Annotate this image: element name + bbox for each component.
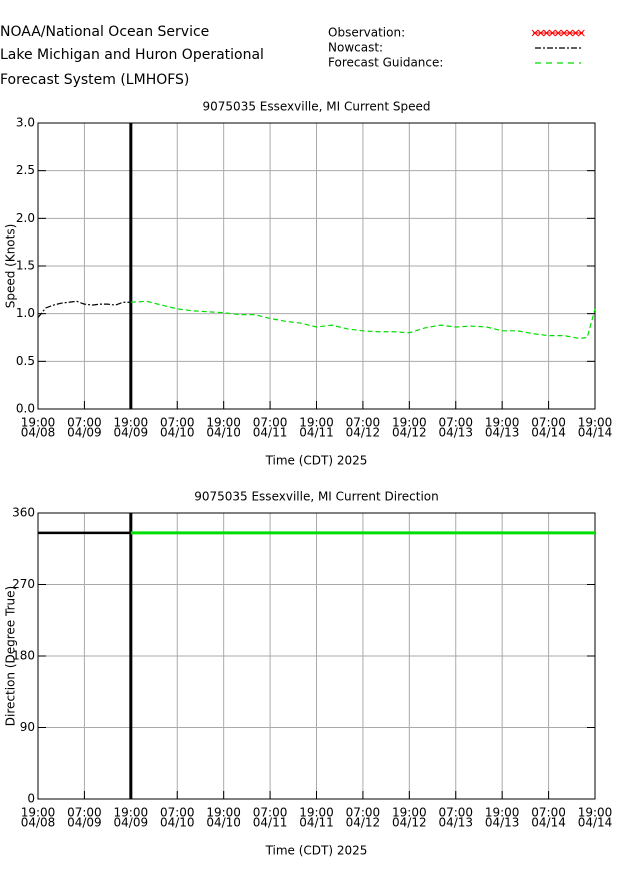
x-tick-label: 19:00 bbox=[578, 806, 613, 820]
x-tick-label: 19:00 bbox=[206, 806, 241, 820]
legend-marker bbox=[578, 29, 585, 37]
x-tick-label: 19:00 bbox=[206, 416, 241, 430]
x-tick-label: 04/12 bbox=[346, 426, 381, 440]
x-tick-label: 04/08 bbox=[21, 816, 56, 830]
x-tick-label: 04/10 bbox=[160, 816, 195, 830]
x-tick-label: 04/09 bbox=[67, 426, 102, 440]
legend-marker bbox=[531, 29, 539, 37]
legend-marker bbox=[543, 29, 550, 37]
y-tick-label: 1.5 bbox=[16, 259, 35, 273]
x-axis-label: Time (CDT) 2025 bbox=[265, 844, 368, 858]
x-tick-label: 19:00 bbox=[392, 416, 427, 430]
y-tick-label: 90 bbox=[20, 720, 35, 734]
x-tick-label: 07:00 bbox=[160, 416, 195, 430]
x-tick-label: 07:00 bbox=[67, 416, 102, 430]
legend-label: Observation: bbox=[328, 26, 405, 40]
x-tick-label: 19:00 bbox=[114, 416, 149, 430]
x-tick-label: 04/12 bbox=[392, 426, 427, 440]
x-axis-label: Time (CDT) 2025 bbox=[265, 454, 368, 468]
chart-title: 9075035 Essexville, MI Current Speed bbox=[203, 100, 431, 114]
x-tick-label: 19:00 bbox=[578, 416, 613, 430]
legend-marker bbox=[549, 29, 556, 37]
plot-frame bbox=[37, 122, 596, 410]
x-tick-label: 07:00 bbox=[438, 806, 473, 820]
x-tick-label: 19:00 bbox=[114, 806, 149, 820]
x-tick-label: 07:00 bbox=[67, 806, 102, 820]
x-tick-label: 04/13 bbox=[485, 426, 520, 440]
y-tick-label: 1.0 bbox=[16, 306, 35, 320]
x-tick-label: 04/11 bbox=[299, 816, 334, 830]
x-tick-label: 19:00 bbox=[485, 416, 520, 430]
chart-title: 9075035 Essexville, MI Current Direction bbox=[194, 490, 439, 504]
y-tick-label: 180 bbox=[12, 649, 35, 663]
legend-label: Forecast Guidance: bbox=[328, 56, 443, 70]
y-tick-label: 0 bbox=[27, 792, 35, 806]
legend-marker bbox=[537, 29, 545, 37]
x-tick-label: 07:00 bbox=[346, 806, 381, 820]
y-axis-label: Speed (Knots) bbox=[4, 224, 18, 309]
y-axis-label: Direction (Degree True) bbox=[4, 586, 18, 726]
x-tick-label: 19:00 bbox=[485, 806, 520, 820]
x-tick-label: 19:00 bbox=[299, 806, 334, 820]
y-tick-label: 2.5 bbox=[16, 163, 35, 177]
data-line bbox=[37, 300, 131, 318]
x-tick-label: 07:00 bbox=[160, 806, 195, 820]
x-tick-label: 04/13 bbox=[438, 816, 473, 830]
y-tick-label: 360 bbox=[12, 506, 35, 520]
x-tick-label: 04/09 bbox=[114, 426, 149, 440]
x-tick-label: 19:00 bbox=[21, 806, 56, 820]
x-tick-label: 07:00 bbox=[253, 416, 288, 430]
x-tick-label: 04/11 bbox=[253, 426, 288, 440]
x-tick-label: 04/09 bbox=[114, 816, 149, 830]
x-tick-label: 19:00 bbox=[392, 806, 427, 820]
y-tick-label: 2.0 bbox=[16, 211, 35, 225]
data-line bbox=[130, 300, 596, 340]
x-tick-label: 04/11 bbox=[253, 816, 288, 830]
y-tick-label: 0.5 bbox=[16, 354, 35, 368]
y-tick-label: 270 bbox=[12, 577, 35, 591]
header-line: Lake Michigan and Huron Operational bbox=[0, 47, 264, 63]
y-tick-label: 0.0 bbox=[16, 402, 35, 416]
x-tick-label: 04/08 bbox=[21, 426, 56, 440]
x-tick-label: 04/13 bbox=[485, 816, 520, 830]
x-tick-label: 04/12 bbox=[392, 816, 427, 830]
x-tick-label: 07:00 bbox=[438, 416, 473, 430]
legend-marker bbox=[554, 29, 562, 37]
header-line: NOAA/National Ocean Service bbox=[0, 24, 209, 40]
x-tick-label: 04/10 bbox=[160, 426, 195, 440]
legend-label: Nowcast: bbox=[328, 41, 383, 55]
x-tick-label: 04/14 bbox=[531, 816, 566, 830]
x-tick-label: 07:00 bbox=[531, 416, 566, 430]
x-tick-label: 19:00 bbox=[21, 416, 56, 430]
x-tick-label: 04/10 bbox=[206, 816, 241, 830]
y-tick-label: 3.0 bbox=[16, 116, 35, 130]
x-tick-label: 07:00 bbox=[253, 806, 288, 820]
x-tick-label: 04/12 bbox=[346, 816, 381, 830]
x-tick-label: 04/13 bbox=[438, 426, 473, 440]
x-tick-label: 04/14 bbox=[578, 816, 613, 830]
x-tick-label: 07:00 bbox=[531, 806, 566, 820]
legend-marker bbox=[560, 29, 568, 37]
x-tick-label: 07:00 bbox=[346, 416, 381, 430]
x-tick-label: 04/14 bbox=[578, 426, 613, 440]
header-line: Forecast System (LMHOFS) bbox=[0, 72, 189, 88]
x-tick-label: 04/14 bbox=[531, 426, 566, 440]
x-tick-label: 19:00 bbox=[299, 416, 334, 430]
legend-marker bbox=[566, 29, 574, 37]
x-tick-label: 04/10 bbox=[206, 426, 241, 440]
legend-marker bbox=[572, 29, 579, 37]
x-tick-label: 04/11 bbox=[299, 426, 334, 440]
plot-frame bbox=[37, 512, 596, 800]
x-tick-label: 04/09 bbox=[67, 816, 102, 830]
